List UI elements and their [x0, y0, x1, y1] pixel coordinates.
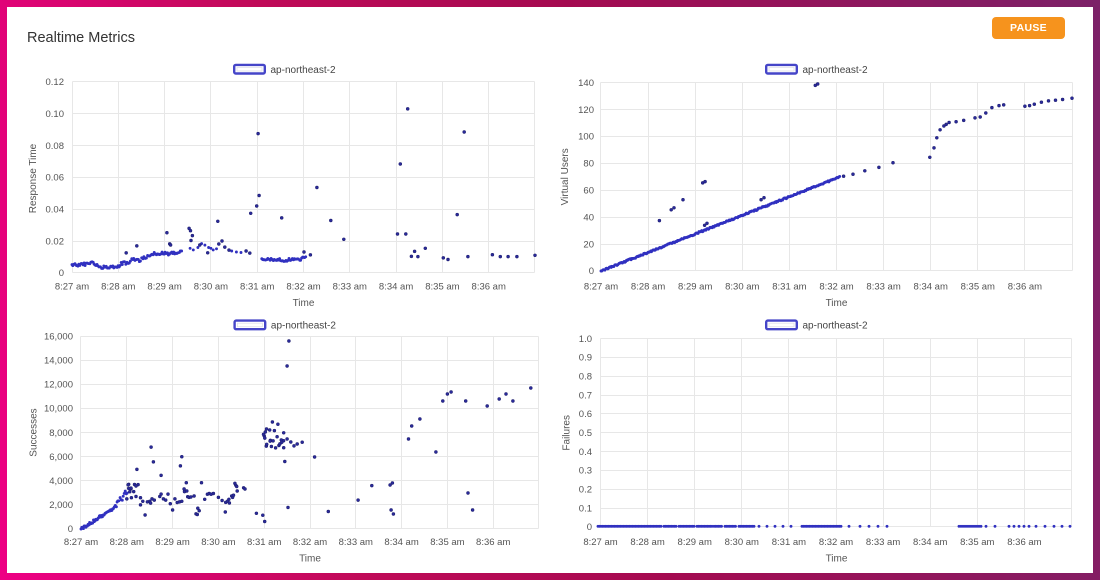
svg-text:0.2: 0.2 — [579, 485, 592, 496]
svg-text:8:28 am: 8:28 am — [630, 537, 664, 548]
svg-text:8:29 am: 8:29 am — [147, 282, 181, 293]
svg-text:Successes: Successes — [29, 408, 40, 456]
svg-text:0.8: 0.8 — [579, 372, 592, 383]
svg-text:16,000: 16,000 — [44, 331, 73, 342]
svg-text:8:34 am: 8:34 am — [913, 537, 947, 548]
svg-text:8:30 am: 8:30 am — [194, 282, 228, 293]
svg-text:8:29 am: 8:29 am — [155, 537, 189, 548]
svg-text:ap-northeast-2: ap-northeast-2 — [803, 65, 868, 76]
svg-text:ap-northeast-2: ap-northeast-2 — [271, 321, 336, 332]
svg-text:80: 80 — [583, 159, 594, 170]
svg-text:8:29 am: 8:29 am — [678, 537, 712, 548]
svg-text:8:32 am: 8:32 am — [819, 537, 853, 548]
svg-text:Time: Time — [826, 298, 848, 309]
svg-text:8:31 am: 8:31 am — [240, 282, 274, 293]
svg-text:8:27 am: 8:27 am — [583, 537, 617, 548]
svg-text:8:30 am: 8:30 am — [725, 282, 759, 293]
svg-text:8:31 am: 8:31 am — [772, 537, 806, 548]
svg-text:8:29 am: 8:29 am — [678, 282, 712, 293]
svg-text:8:35 am: 8:35 am — [425, 282, 459, 293]
svg-text:8:27 am: 8:27 am — [64, 537, 98, 548]
svg-text:0.9: 0.9 — [579, 353, 592, 364]
svg-text:0.08: 0.08 — [46, 141, 65, 152]
svg-text:0.4: 0.4 — [579, 447, 592, 458]
svg-text:8:27 am: 8:27 am — [584, 282, 618, 293]
svg-text:0: 0 — [68, 524, 73, 535]
svg-text:8:32 am: 8:32 am — [819, 282, 853, 293]
svg-text:8:33 am: 8:33 am — [333, 282, 367, 293]
svg-text:0.3: 0.3 — [579, 466, 592, 477]
svg-text:8:36 am: 8:36 am — [476, 537, 510, 548]
svg-text:8:34 am: 8:34 am — [914, 282, 948, 293]
svg-text:Time: Time — [293, 298, 315, 309]
svg-text:8:32 am: 8:32 am — [286, 282, 320, 293]
svg-text:60: 60 — [583, 186, 594, 197]
svg-text:0.12: 0.12 — [46, 77, 65, 88]
svg-text:8:36 am: 8:36 am — [1008, 282, 1042, 293]
svg-text:0.10: 0.10 — [46, 109, 65, 120]
svg-text:0: 0 — [589, 266, 594, 277]
svg-text:8,000: 8,000 — [49, 428, 73, 439]
svg-text:8:36 am: 8:36 am — [1007, 537, 1041, 548]
svg-text:0.04: 0.04 — [46, 205, 65, 216]
svg-text:140: 140 — [578, 78, 594, 89]
svg-text:0.5: 0.5 — [579, 428, 592, 439]
svg-text:8:30 am: 8:30 am — [725, 537, 759, 548]
svg-text:Response Time: Response Time — [28, 143, 39, 213]
svg-text:2,000: 2,000 — [49, 500, 73, 511]
svg-text:Virtual Users: Virtual Users — [560, 148, 571, 205]
svg-text:8:35 am: 8:35 am — [961, 282, 995, 293]
svg-text:ap-northeast-2: ap-northeast-2 — [271, 65, 336, 76]
svg-text:8:33 am: 8:33 am — [866, 537, 900, 548]
svg-text:4,000: 4,000 — [49, 476, 73, 487]
svg-text:0.06: 0.06 — [46, 173, 65, 184]
svg-text:0.1: 0.1 — [579, 503, 592, 514]
svg-text:8:28 am: 8:28 am — [101, 282, 135, 293]
svg-text:8:36 am: 8:36 am — [472, 282, 506, 293]
svg-text:8:34 am: 8:34 am — [384, 537, 418, 548]
svg-text:120: 120 — [578, 105, 594, 116]
svg-text:8:28 am: 8:28 am — [110, 537, 144, 548]
svg-text:8:35 am: 8:35 am — [960, 537, 994, 548]
svg-text:0.6: 0.6 — [579, 409, 592, 420]
svg-text:12,000: 12,000 — [44, 380, 73, 391]
svg-text:20: 20 — [583, 239, 594, 250]
svg-text:0.02: 0.02 — [46, 236, 65, 247]
svg-text:1.0: 1.0 — [579, 334, 592, 345]
svg-text:8:30 am: 8:30 am — [201, 537, 235, 548]
svg-text:14,000: 14,000 — [44, 356, 73, 367]
svg-text:40: 40 — [583, 212, 594, 223]
svg-text:100: 100 — [578, 132, 594, 143]
svg-text:Time: Time — [826, 554, 848, 565]
svg-text:0: 0 — [587, 522, 592, 533]
svg-text:6,000: 6,000 — [49, 452, 73, 463]
svg-text:0.7: 0.7 — [579, 390, 592, 401]
svg-text:8:32 am: 8:32 am — [293, 537, 327, 548]
svg-text:ap-northeast-2: ap-northeast-2 — [803, 321, 868, 332]
svg-text:0: 0 — [59, 268, 64, 279]
svg-text:8:33 am: 8:33 am — [866, 282, 900, 293]
svg-text:Time: Time — [299, 554, 321, 565]
svg-text:8:33 am: 8:33 am — [339, 537, 373, 548]
svg-text:10,000: 10,000 — [44, 404, 73, 415]
svg-text:Failures: Failures — [562, 415, 573, 451]
svg-text:8:28 am: 8:28 am — [631, 282, 665, 293]
svg-text:8:31 am: 8:31 am — [247, 537, 281, 548]
svg-text:8:35 am: 8:35 am — [430, 537, 464, 548]
svg-text:8:27 am: 8:27 am — [55, 282, 89, 293]
svg-text:8:31 am: 8:31 am — [772, 282, 806, 293]
svg-text:8:34 am: 8:34 am — [379, 282, 413, 293]
